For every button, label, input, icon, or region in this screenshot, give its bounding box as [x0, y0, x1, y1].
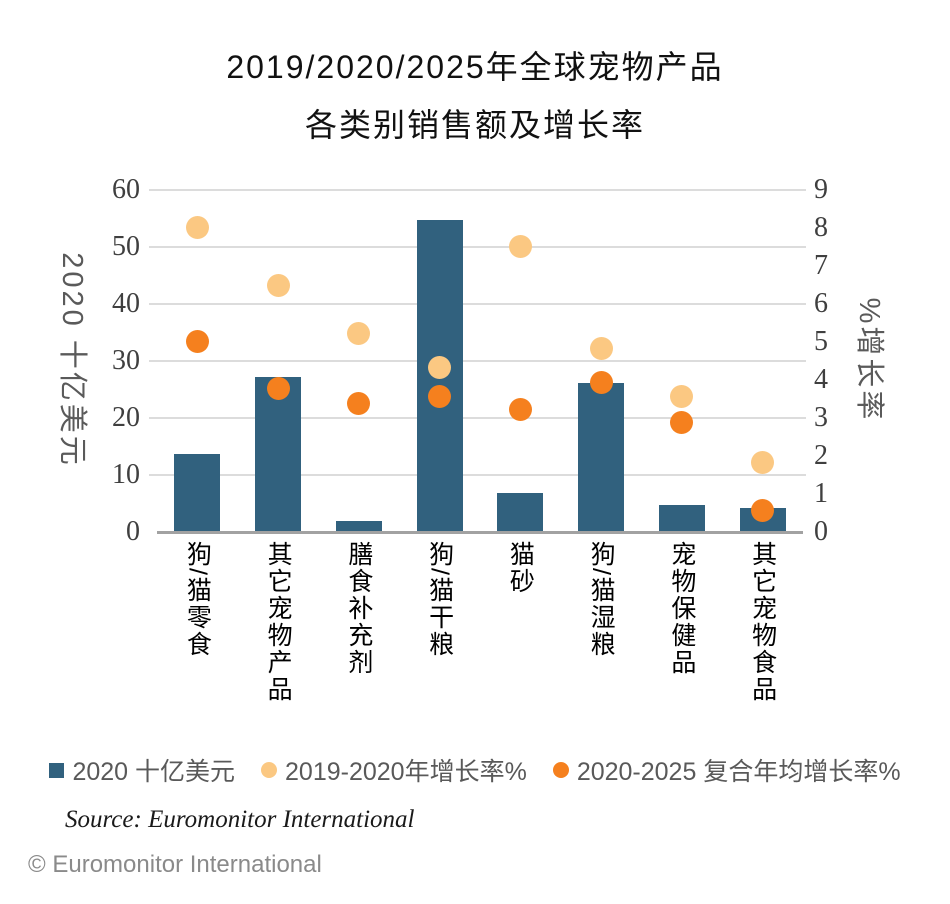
left-axis-title: 2020 十亿美元	[56, 252, 88, 468]
copyright-note: © Euromonitor International	[28, 851, 322, 878]
gridline	[149, 246, 806, 248]
source-note: Source: Euromonitor International	[65, 806, 415, 833]
category-label-狗/猫零食: 狗/猫零食	[183, 541, 212, 658]
right-axis-tick-label: 1	[814, 478, 828, 509]
right-axis-tick-label: 2	[814, 440, 828, 471]
gridline	[149, 189, 806, 191]
dot-series1-猫砂	[508, 234, 532, 258]
dot-series2-猫砂	[508, 397, 532, 421]
legend-label: 2020-2025 复合年均增长率%	[576, 758, 901, 786]
left-axis-tick-label: 30	[112, 345, 140, 376]
left-axis-tick-label: 40	[112, 288, 140, 319]
legend-dot-icon	[261, 762, 278, 778]
dot-series2-其它宠物产品	[266, 377, 290, 400]
bar-其它宠物产品	[255, 377, 302, 531]
dot-series1-宠物保健品	[670, 384, 694, 408]
bar-猫砂	[497, 493, 544, 531]
dot-series1-膳食补充剂	[347, 321, 371, 345]
right-axis-tick-label: 0	[814, 516, 828, 547]
dot-series1-狗/猫湿粮	[589, 337, 613, 361]
legend: 2020 十亿美元 2019-2020年增长率% 2020-2025 复合年均增长率…	[0, 752, 950, 788]
right-axis-tick-label: 6	[814, 288, 828, 319]
left-axis-tick-label: 60	[112, 174, 140, 205]
right-axis-tick-label: 4	[814, 364, 828, 395]
dot-series2-狗/猫干粮	[428, 384, 452, 408]
gridline	[149, 303, 806, 305]
bar-狗/猫湿粮	[578, 382, 625, 531]
legend-label: 2020 十亿美元	[72, 758, 236, 786]
right-axis-tick-label: 9	[814, 174, 828, 205]
bar-膳食补充剂	[335, 521, 382, 531]
bar-狗/猫零食	[174, 454, 221, 531]
dot-series2-宠物保健品	[670, 411, 694, 435]
chart-title-line1: 2019/2020/2025年全球宠物产品	[226, 49, 724, 85]
right-axis-tick-label: 5	[814, 326, 828, 357]
dot-series2-其它宠物食品	[751, 498, 775, 522]
gridline	[149, 474, 806, 476]
legend-item: 2020 十亿美元	[49, 752, 235, 788]
category-label-其它宠物食品: 其它宠物食品	[748, 541, 777, 703]
left-axis-tick-label: 0	[126, 516, 140, 547]
right-axis-tick-label: 8	[814, 212, 828, 243]
legend-square-icon	[49, 762, 65, 778]
legend-item: 2019-2020年增长率%	[261, 752, 527, 788]
category-label-狗/猫湿粮: 狗/猫湿粮	[587, 541, 616, 658]
dot-series1-狗/猫零食	[185, 215, 209, 239]
legend-item: 2020-2025 复合年均增长率%	[552, 752, 901, 788]
right-axis-tick-label: 3	[814, 402, 828, 433]
category-label-宠物保健品: 宠物保健品	[667, 541, 696, 676]
left-axis-tick-label: 20	[112, 402, 140, 433]
left-axis-tick-label: 50	[112, 231, 140, 262]
chart-title-line2: 各类别销售额及增长率	[304, 107, 645, 143]
dot-series2-狗/猫零食	[185, 329, 209, 353]
plot-area	[157, 189, 803, 534]
left-axis-tick-label: 10	[112, 459, 140, 490]
legend-dot-icon	[552, 762, 569, 778]
category-label-其它宠物产品: 其它宠物产品	[264, 541, 293, 703]
gridline	[149, 360, 806, 362]
dot-series2-狗/猫湿粮	[589, 371, 613, 395]
gridline	[149, 417, 806, 419]
dot-series1-其它宠物产品	[266, 274, 290, 298]
dot-series2-膳食补充剂	[347, 392, 371, 416]
category-label-猫砂: 猫砂	[506, 541, 535, 595]
dot-series1-其它宠物食品	[751, 451, 775, 475]
category-label-膳食补充剂: 膳食补充剂	[344, 541, 373, 676]
legend-label: 2019-2020年增长率%	[285, 758, 527, 786]
dot-series1-狗/猫干粮	[428, 356, 452, 380]
right-axis-tick-label: 7	[814, 250, 828, 281]
category-label-狗/猫干粮: 狗/猫干粮	[425, 541, 454, 658]
bar-宠物保健品	[658, 504, 705, 531]
